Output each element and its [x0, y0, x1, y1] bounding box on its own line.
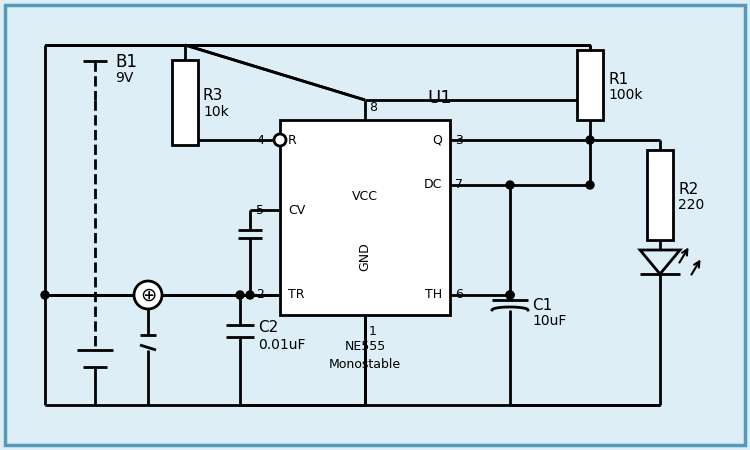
Text: TH: TH — [424, 288, 442, 302]
Text: VCC: VCC — [352, 190, 378, 203]
Text: 10uF: 10uF — [532, 314, 566, 328]
Text: 8: 8 — [369, 101, 377, 114]
Text: 4: 4 — [256, 134, 264, 147]
Bar — [647, 150, 673, 240]
Bar — [280, 120, 450, 315]
Text: Q: Q — [432, 134, 442, 147]
Text: ⊕: ⊕ — [140, 285, 156, 305]
Text: C1: C1 — [532, 297, 552, 312]
Circle shape — [506, 291, 514, 299]
Circle shape — [134, 281, 162, 309]
Text: 6: 6 — [455, 288, 463, 302]
Circle shape — [586, 181, 594, 189]
Text: NE555
Monostable: NE555 Monostable — [329, 340, 401, 371]
Text: 3: 3 — [455, 134, 463, 147]
Bar — [577, 50, 603, 120]
Text: 2: 2 — [256, 288, 264, 302]
Text: R: R — [288, 134, 297, 147]
Circle shape — [41, 291, 49, 299]
Text: TR: TR — [288, 288, 304, 302]
Bar — [172, 60, 198, 145]
Text: R2: R2 — [678, 181, 698, 197]
Text: 220: 220 — [678, 198, 704, 212]
Text: U1: U1 — [427, 89, 452, 107]
Text: 0.01uF: 0.01uF — [258, 338, 305, 352]
Text: CV: CV — [288, 203, 305, 216]
Circle shape — [586, 136, 594, 144]
Circle shape — [506, 181, 514, 189]
Text: C2: C2 — [258, 320, 278, 336]
Text: 5: 5 — [256, 203, 264, 216]
Text: DC: DC — [424, 179, 442, 192]
Text: R3: R3 — [203, 89, 223, 104]
Text: GND: GND — [358, 243, 371, 271]
Text: 7: 7 — [455, 179, 463, 192]
Circle shape — [274, 134, 286, 146]
Text: 9V: 9V — [115, 71, 134, 85]
Circle shape — [236, 291, 244, 299]
Text: R1: R1 — [608, 72, 628, 86]
Text: 10k: 10k — [203, 105, 229, 119]
Text: 100k: 100k — [608, 88, 643, 102]
Text: 1: 1 — [369, 325, 376, 338]
Text: B1: B1 — [115, 53, 137, 71]
Circle shape — [246, 291, 254, 299]
Circle shape — [506, 291, 514, 299]
